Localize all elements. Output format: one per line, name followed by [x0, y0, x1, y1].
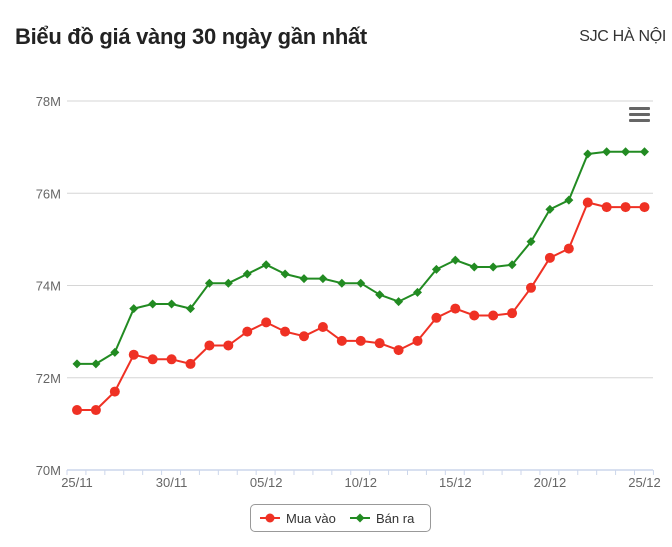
chart-legend: Mua vào Bán ra: [250, 504, 431, 532]
x-tick-label: 25/12: [628, 475, 661, 490]
data-point[interactable]: [223, 278, 233, 288]
data-point[interactable]: [337, 278, 347, 288]
x-tick-label: 25/11: [61, 475, 93, 490]
data-point[interactable]: [526, 282, 536, 293]
data-point[interactable]: [166, 354, 177, 365]
data-point[interactable]: [545, 204, 555, 214]
y-tick-label: 70M: [36, 463, 61, 478]
data-point[interactable]: [148, 299, 158, 309]
data-point[interactable]: [186, 304, 195, 314]
data-point[interactable]: [469, 310, 480, 321]
data-point[interactable]: [526, 237, 536, 247]
y-tick-label: 72M: [36, 371, 61, 386]
data-point[interactable]: [299, 274, 309, 284]
data-point[interactable]: [261, 317, 272, 328]
y-tick-label: 74M: [36, 279, 61, 294]
data-point[interactable]: [393, 345, 404, 356]
x-tick-label: 15/12: [439, 475, 472, 490]
data-point[interactable]: [355, 335, 366, 346]
data-point[interactable]: [185, 358, 196, 369]
data-point[interactable]: [204, 278, 214, 288]
data-point[interactable]: [621, 147, 631, 157]
data-point[interactable]: [336, 335, 347, 346]
chart-title: Biểu đồ giá vàng 30 ngày gần nhất: [15, 24, 367, 49]
data-point[interactable]: [601, 202, 612, 213]
chart-header: Biểu đồ giá vàng 30 ngày gần nhất SJC HÀ…: [0, 0, 672, 80]
data-point[interactable]: [356, 278, 366, 288]
data-point[interactable]: [639, 202, 650, 213]
data-point[interactable]: [620, 202, 631, 213]
data-point[interactable]: [242, 326, 253, 337]
x-axis: 25/11 30/11 05/12 10/12 15/12 20/12 25/12: [61, 469, 661, 490]
data-point[interactable]: [280, 269, 290, 279]
x-tick-label: 20/12: [534, 475, 567, 490]
y-tick-label: 78M: [36, 94, 61, 109]
data-point[interactable]: [412, 335, 423, 346]
data-point[interactable]: [280, 326, 291, 337]
series-group: [72, 147, 650, 416]
data-point[interactable]: [167, 299, 177, 309]
data-point[interactable]: [318, 274, 328, 284]
series-ban-ra: [72, 147, 649, 369]
legend-label: Mua vào: [286, 510, 336, 526]
hamburger-menu-icon: [629, 107, 650, 110]
y-tick-label: 76M: [36, 186, 61, 201]
y-axis-labels: 70M 72M 74M 76M 78M: [36, 94, 61, 478]
data-point[interactable]: [317, 322, 328, 333]
chart-context-menu-button[interactable]: [624, 101, 654, 129]
data-point[interactable]: [640, 147, 649, 157]
data-point[interactable]: [223, 340, 234, 351]
data-point[interactable]: [507, 308, 518, 319]
location-label: SJC HÀ NỘI: [579, 28, 666, 45]
data-point[interactable]: [242, 269, 252, 279]
data-point[interactable]: [72, 359, 82, 369]
data-point[interactable]: [564, 195, 574, 205]
data-point[interactable]: [488, 262, 498, 272]
data-point[interactable]: [109, 386, 120, 397]
hamburger-menu-icon-bar: [629, 113, 650, 116]
data-point[interactable]: [261, 260, 271, 270]
data-point[interactable]: [582, 197, 593, 208]
legend-label: Bán ra: [376, 510, 415, 526]
data-point[interactable]: [450, 255, 460, 265]
data-point[interactable]: [507, 260, 517, 270]
data-point[interactable]: [413, 287, 422, 297]
data-point[interactable]: [91, 359, 101, 369]
x-tick-label: 30/11: [156, 475, 188, 490]
data-point[interactable]: [110, 347, 120, 357]
red-circle-marker-icon: [260, 513, 280, 523]
data-point[interactable]: [431, 264, 441, 274]
x-tick-label: 10/12: [344, 475, 377, 490]
legend-item-mua-vao[interactable]: Mua vào: [259, 505, 336, 531]
data-point[interactable]: [299, 331, 309, 342]
data-point[interactable]: [488, 310, 499, 321]
x-tick-label: 05/12: [250, 475, 283, 490]
data-point[interactable]: [394, 297, 404, 307]
data-point[interactable]: [450, 303, 461, 314]
data-point[interactable]: [204, 340, 215, 351]
data-point[interactable]: [90, 405, 101, 416]
data-point[interactable]: [128, 349, 139, 360]
hamburger-menu-icon-bar: [629, 119, 650, 122]
green-diamond-marker-icon: [350, 513, 370, 523]
data-point[interactable]: [563, 243, 574, 254]
data-point[interactable]: [544, 252, 555, 263]
data-point[interactable]: [431, 312, 442, 323]
data-point[interactable]: [602, 147, 612, 157]
legend-item-ban-ra[interactable]: Bán ra: [349, 505, 414, 531]
data-point[interactable]: [129, 304, 139, 314]
data-point[interactable]: [375, 290, 385, 300]
data-point[interactable]: [374, 338, 385, 349]
data-point[interactable]: [72, 405, 82, 416]
data-point[interactable]: [583, 149, 593, 159]
data-point[interactable]: [469, 262, 479, 272]
data-point[interactable]: [147, 354, 158, 365]
series-mua-vao: [72, 197, 650, 416]
